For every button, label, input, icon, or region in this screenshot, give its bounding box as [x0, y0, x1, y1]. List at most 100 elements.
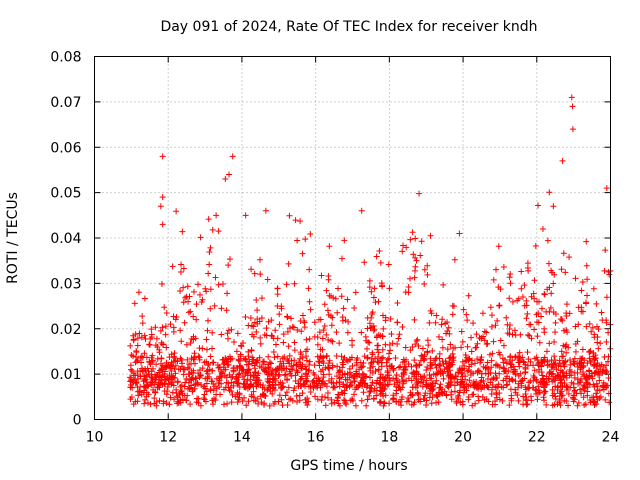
data-point: [600, 386, 607, 393]
data-point: [492, 322, 499, 329]
data-point: [301, 381, 308, 388]
data-point: [343, 384, 350, 391]
data-point: [469, 402, 476, 409]
data-point: [219, 280, 226, 287]
data-point: [493, 391, 500, 398]
data-point: [448, 388, 455, 395]
data-point: [328, 293, 335, 300]
data-point: [368, 360, 375, 367]
data-point: [437, 381, 444, 388]
data-point: [235, 356, 242, 363]
data-point: [338, 353, 345, 360]
data-point: [358, 207, 365, 214]
data-point: [525, 267, 532, 274]
grid-lines: [94, 56, 611, 420]
data-point: [251, 365, 258, 372]
data-point: [572, 275, 579, 282]
data-point: [345, 318, 352, 325]
data-point: [562, 269, 569, 276]
data-point: [596, 387, 603, 394]
data-point: [318, 397, 325, 404]
data-point: [254, 307, 261, 314]
data-point: [132, 331, 139, 338]
data-point: [225, 327, 232, 334]
data-point: [309, 378, 316, 385]
data-point: [411, 369, 418, 376]
data-point: [603, 185, 610, 192]
data-point: [413, 338, 420, 345]
data-point: [584, 392, 591, 399]
data-point: [438, 321, 445, 328]
data-point: [320, 374, 327, 381]
data-point: [187, 339, 194, 346]
data-point: [382, 314, 389, 321]
data-point: [468, 348, 475, 355]
data-point: [407, 236, 414, 243]
data-point: [429, 347, 436, 354]
data-point: [366, 392, 373, 399]
data-point: [443, 391, 450, 398]
data-point: [285, 384, 292, 391]
data-point: [496, 302, 503, 309]
data-point: [205, 216, 212, 223]
data-point: [304, 395, 311, 402]
data-point: [460, 306, 467, 313]
data-point: [440, 281, 447, 288]
data-point: [241, 383, 248, 390]
data-point: [448, 396, 455, 403]
data-point: [136, 330, 143, 337]
data-point: [324, 307, 331, 314]
data-point: [263, 325, 270, 332]
data-point: [410, 401, 417, 408]
data-point: [156, 346, 163, 353]
data-point: [495, 349, 502, 356]
data-point: [436, 384, 443, 391]
data-point: [552, 319, 559, 326]
data-point: [440, 361, 447, 368]
data-point: [525, 385, 532, 392]
data-point: [173, 208, 180, 215]
data-point: [459, 365, 466, 372]
data-point: [590, 353, 597, 360]
data-point: [284, 376, 291, 383]
data-point: [268, 332, 275, 339]
data-point: [322, 364, 329, 371]
data-point: [370, 322, 377, 329]
data-point: [203, 380, 210, 387]
data-point: [369, 309, 376, 316]
data-point: [533, 387, 540, 394]
data-point: [226, 171, 233, 178]
data-point: [563, 312, 570, 319]
data-point: [264, 387, 271, 394]
data-point: [606, 271, 613, 278]
data-point: [364, 396, 371, 403]
data-point: [462, 373, 469, 380]
data-point: [361, 259, 368, 266]
data-point: [497, 286, 504, 293]
data-point: [316, 329, 323, 336]
data-point: [381, 377, 388, 384]
data-point: [158, 355, 165, 362]
data-point: [265, 361, 272, 368]
data-point: [231, 338, 238, 345]
data-point: [413, 257, 420, 264]
data-point: [303, 357, 310, 364]
data-point: [136, 388, 143, 395]
data-point: [306, 266, 313, 273]
data-point: [294, 237, 301, 244]
data-point: [323, 352, 330, 359]
data-point: [372, 299, 379, 306]
data-point: [593, 362, 600, 369]
data-point: [207, 387, 214, 394]
data-point: [329, 314, 336, 321]
data-point: [184, 283, 191, 290]
data-point: [400, 380, 407, 387]
data-point: [487, 304, 494, 311]
data-point: [138, 334, 145, 341]
data-point: [506, 402, 513, 409]
data-point: [187, 401, 194, 408]
data-point: [524, 260, 531, 267]
data-point: [593, 393, 600, 400]
data-point: [317, 353, 324, 360]
data-point: [507, 280, 514, 287]
